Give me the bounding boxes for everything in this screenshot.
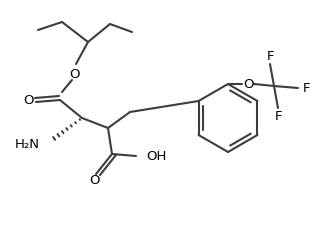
Text: OH: OH — [146, 150, 166, 163]
Text: O: O — [69, 68, 79, 81]
Text: H₂N: H₂N — [15, 139, 40, 152]
Text: F: F — [266, 49, 274, 63]
Text: O: O — [243, 77, 253, 90]
Text: O: O — [24, 93, 34, 106]
Text: F: F — [274, 109, 282, 123]
Text: F: F — [302, 82, 310, 95]
Text: O: O — [89, 174, 99, 188]
